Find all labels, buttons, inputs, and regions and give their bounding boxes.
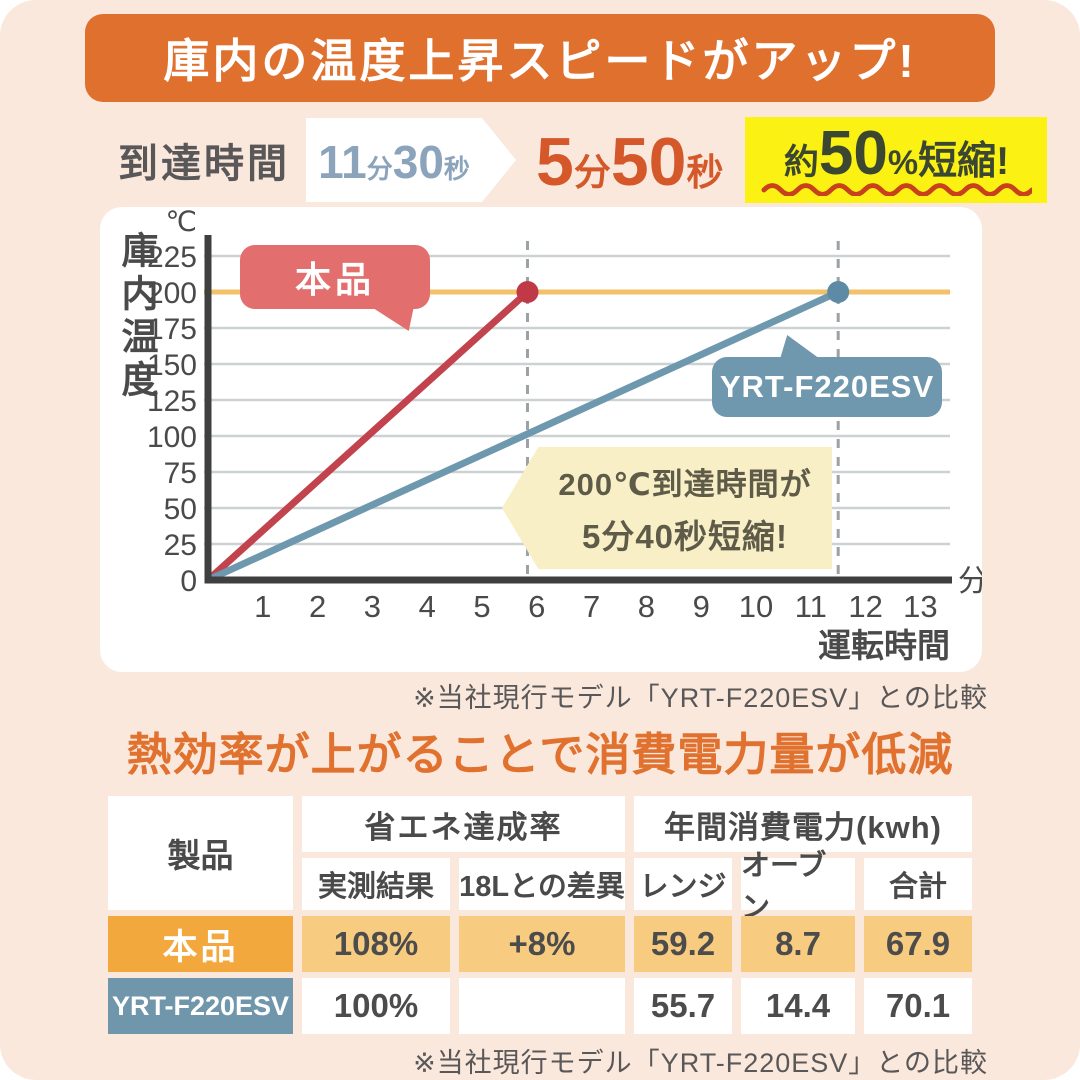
table-cell <box>459 978 625 1034</box>
before-time-arrow: 11 分 30 秒 <box>306 118 516 202</box>
reduction-badge: 約 50 % 短縮! <box>745 117 1048 203</box>
y-tick-label: 225 <box>147 241 197 274</box>
series-line-0 <box>204 288 531 584</box>
table-cell: 70.1 <box>864 978 972 1034</box>
page-title-text: 庫内の温度上昇スピードがアップ! <box>163 35 917 87</box>
series-line-1 <box>204 288 842 584</box>
table-cell: 67.9 <box>864 916 972 972</box>
table-cell: 100% <box>302 978 450 1034</box>
y-tick-label: 100 <box>147 421 197 454</box>
after-time: 5 分 50 秒 <box>536 124 724 200</box>
x-tick-label: 11 <box>795 589 827 624</box>
wavy-underline-icon <box>761 183 1033 196</box>
table-subheader: 合計 <box>864 858 972 910</box>
table-cell: 8.7 <box>741 916 855 972</box>
reach-time-label: 到達時間 <box>118 142 290 186</box>
y-tick-label: 125 <box>147 385 197 418</box>
x-tick-label: 13 <box>903 589 937 624</box>
chart-panel: 0 25 50 75 100 125 150 175 200 225 ℃ 1 2 3 4 5 6 7 8 9 10 11 1… <box>100 207 982 672</box>
x-tick-label: 8 <box>638 589 655 624</box>
x-tick-label: 2 <box>309 589 326 624</box>
reach-time-row: 到達時間 11 分 30 秒 5 分 50 秒 約 50 % 短縮! <box>118 116 1048 204</box>
series-label-this-product: 本品 <box>240 245 430 331</box>
x-tick-label: 1 <box>254 589 271 624</box>
y-unit-label: ℃ <box>166 207 197 237</box>
table-footnote: ※当社現行モデル「YRT-F220ESV」との比較 <box>413 1048 988 1078</box>
x-tick-label: 3 <box>364 589 381 624</box>
y-tick-label: 50 <box>164 493 197 526</box>
x-tick-label: 9 <box>693 589 710 624</box>
comparison-table: 製品 省エネ達成率 年間消費電力(kwh) 実測結果 18Lとの差異 レンジ オ… <box>108 796 972 1034</box>
table-cell: 14.4 <box>741 978 855 1034</box>
y-tick-label: 175 <box>147 313 197 346</box>
x-tick-label: 5 <box>473 589 490 624</box>
table-cell: 59.2 <box>634 916 732 972</box>
page-title: 庫内の温度上昇スピードがアップ! <box>85 14 995 102</box>
table-subheader: 実測結果 <box>302 858 450 910</box>
x-tick-label: 4 <box>419 589 436 624</box>
table-row-name-this: 本品 <box>108 916 293 972</box>
table-header-energy-group: 省エネ達成率 <box>302 796 625 852</box>
y-tick-label: 75 <box>164 457 197 490</box>
y-tick-label: 150 <box>147 349 197 382</box>
table-subheader: レンジ <box>634 858 732 910</box>
series-label-old-model: YRT-F220ESV <box>712 335 942 417</box>
table-header-consumption-group: 年間消費電力(kwh) <box>634 796 972 852</box>
x-tick-label: 6 <box>528 589 545 624</box>
table-subheader: オーブン <box>741 850 855 924</box>
chart-annotation: 200℃到達時間が 5分40秒短縮! <box>502 447 832 569</box>
series-endpoint-0 <box>516 281 539 303</box>
chart-footnote: ※当社現行モデル「YRT-F220ESV」との比較 <box>413 683 988 713</box>
x-tick-label: 12 <box>848 589 882 624</box>
section-title: 熱効率が上がることで消費電力量が低減 <box>126 729 954 780</box>
table-cell: 108% <box>302 916 450 972</box>
table-row-name-old: YRT-F220ESV <box>108 978 293 1034</box>
table-cell: +8% <box>459 916 625 972</box>
y-tick-label: 25 <box>164 529 197 562</box>
table-subheader: 18Lとの差異 <box>459 858 625 910</box>
reduction-badge-text: 約 50 % 短縮! <box>783 118 1010 188</box>
y-tick-label: 200 <box>147 277 197 310</box>
y-axis-title: 庫内温度 <box>116 231 157 403</box>
table-header-product: 製品 <box>108 796 293 910</box>
y-tick-label: 0 <box>180 565 197 598</box>
series-endpoint-1 <box>827 281 850 303</box>
x-axis-title: 運転時間 <box>818 627 950 664</box>
x-unit-label: 分 <box>958 565 982 598</box>
x-tick-label: 10 <box>739 589 773 624</box>
x-tick-label: 7 <box>583 589 600 624</box>
before-time: 11 分 30 秒 <box>318 136 470 188</box>
table-cell: 55.7 <box>634 978 732 1034</box>
